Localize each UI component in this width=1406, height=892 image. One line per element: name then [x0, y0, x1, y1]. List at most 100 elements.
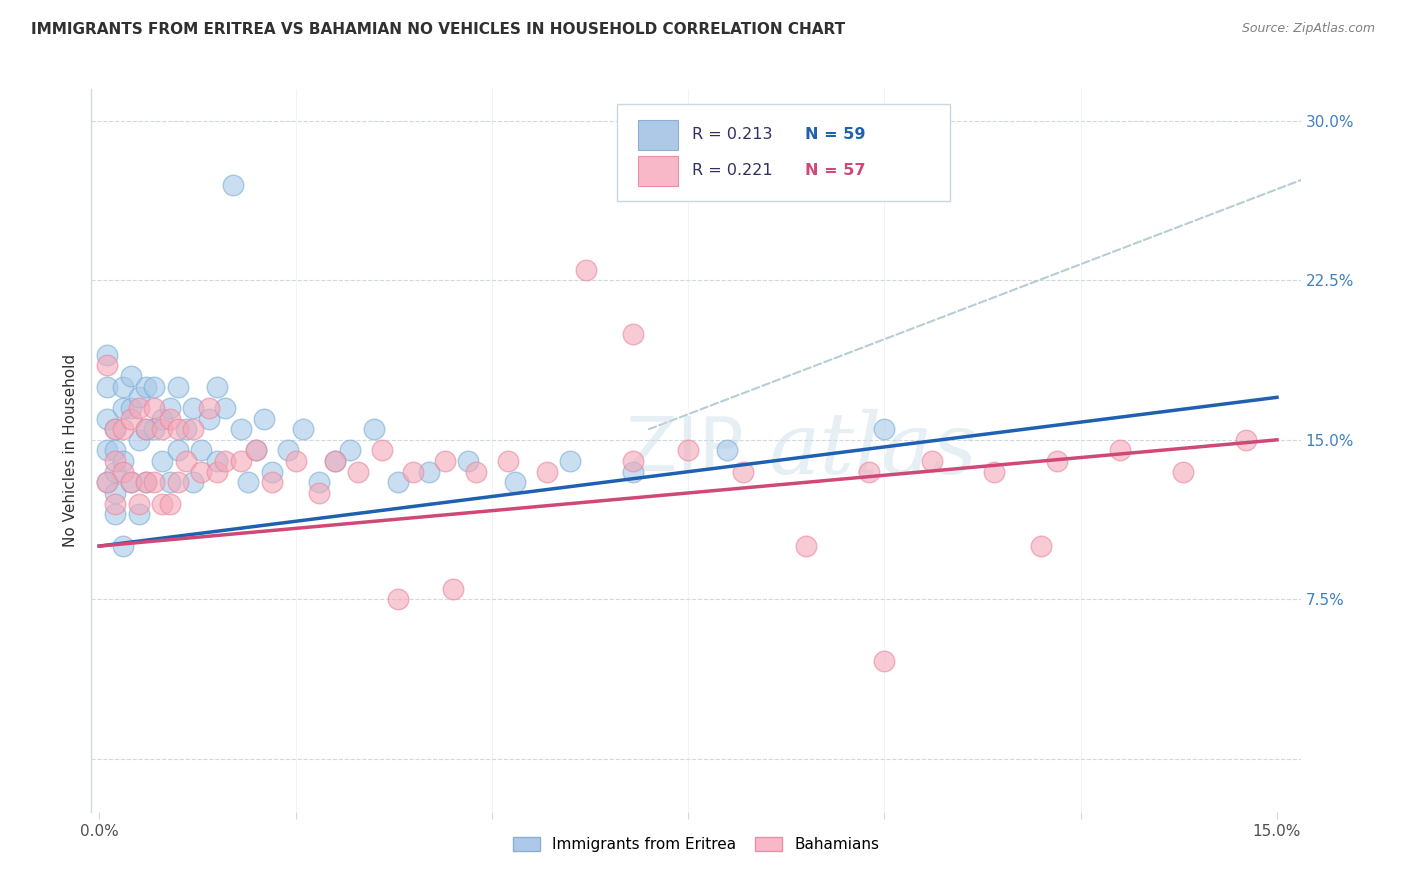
Point: [921, 454, 943, 468]
Point: [150, 454, 173, 468]
Point: [205, 465, 228, 479]
Point: [174, 422, 197, 436]
Text: atlas: atlas: [769, 409, 977, 491]
Point: [143, 422, 166, 436]
Point: [245, 443, 267, 458]
Point: [159, 411, 181, 425]
Point: [238, 475, 260, 490]
Point: [135, 380, 157, 394]
Point: [323, 454, 346, 468]
Point: [1046, 454, 1069, 468]
Point: [128, 497, 150, 511]
Text: R = 0.213: R = 0.213: [692, 128, 773, 142]
Point: [135, 422, 157, 436]
Point: [292, 422, 315, 436]
Point: [150, 411, 173, 425]
Point: [387, 592, 409, 607]
Point: [135, 422, 157, 436]
Point: [135, 475, 157, 490]
Point: [253, 411, 276, 425]
Point: [135, 475, 157, 490]
Point: [150, 497, 173, 511]
Point: [166, 475, 188, 490]
Point: [205, 454, 228, 468]
Point: [128, 401, 150, 415]
Point: [111, 422, 134, 436]
Point: [284, 454, 307, 468]
Point: [536, 465, 558, 479]
Point: [433, 454, 456, 468]
Point: [143, 475, 166, 490]
Text: Source: ZipAtlas.com: Source: ZipAtlas.com: [1241, 22, 1375, 36]
Point: [339, 443, 361, 458]
Point: [128, 433, 150, 447]
Point: [104, 465, 127, 479]
Point: [575, 263, 598, 277]
Point: [308, 475, 330, 490]
Point: [621, 454, 644, 468]
Point: [277, 443, 299, 458]
Point: [120, 369, 142, 384]
Point: [873, 422, 896, 436]
FancyBboxPatch shape: [617, 103, 950, 202]
Point: [166, 380, 188, 394]
Point: [150, 422, 173, 436]
Point: [166, 422, 188, 436]
Point: [371, 443, 394, 458]
Point: [190, 443, 212, 458]
Point: [676, 443, 699, 458]
Point: [96, 475, 118, 490]
Point: [457, 454, 479, 468]
Point: [183, 422, 205, 436]
Point: [96, 411, 118, 425]
Point: [229, 422, 252, 436]
Point: [120, 401, 142, 415]
Point: [183, 401, 205, 415]
Point: [96, 443, 118, 458]
Point: [205, 380, 228, 394]
Point: [560, 454, 582, 468]
Point: [794, 539, 817, 553]
Point: [111, 380, 134, 394]
Point: [621, 465, 644, 479]
Bar: [638, 120, 678, 150]
Point: [120, 475, 142, 490]
Point: [190, 465, 212, 479]
Point: [1109, 443, 1132, 458]
Point: [505, 475, 527, 490]
Point: [128, 507, 150, 521]
Point: [873, 654, 896, 668]
Point: [111, 539, 134, 553]
Point: [198, 411, 221, 425]
Text: IMMIGRANTS FROM ERITREA VS BAHAMIAN NO VEHICLES IN HOUSEHOLD CORRELATION CHART: IMMIGRANTS FROM ERITREA VS BAHAMIAN NO V…: [31, 22, 845, 37]
Y-axis label: No Vehicles in Household: No Vehicles in Household: [63, 354, 79, 547]
Point: [214, 454, 236, 468]
Point: [214, 401, 236, 415]
Point: [104, 443, 127, 458]
Point: [166, 443, 188, 458]
Point: [128, 390, 150, 404]
Point: [143, 401, 166, 415]
Point: [96, 475, 118, 490]
Point: [104, 486, 127, 500]
Point: [198, 401, 221, 415]
Point: [143, 380, 166, 394]
Point: [245, 443, 267, 458]
Point: [733, 465, 755, 479]
Legend: Immigrants from Eritrea, Bahamians: Immigrants from Eritrea, Bahamians: [506, 830, 886, 858]
Point: [465, 465, 488, 479]
Point: [1234, 433, 1257, 447]
Point: [1171, 465, 1194, 479]
Point: [96, 359, 118, 373]
Point: [104, 507, 127, 521]
Point: [120, 475, 142, 490]
Point: [308, 486, 330, 500]
Bar: [638, 156, 678, 186]
Point: [96, 380, 118, 394]
Point: [441, 582, 464, 596]
Point: [159, 497, 181, 511]
Point: [1031, 539, 1053, 553]
Text: N = 59: N = 59: [804, 128, 865, 142]
Point: [716, 443, 738, 458]
Point: [104, 422, 127, 436]
